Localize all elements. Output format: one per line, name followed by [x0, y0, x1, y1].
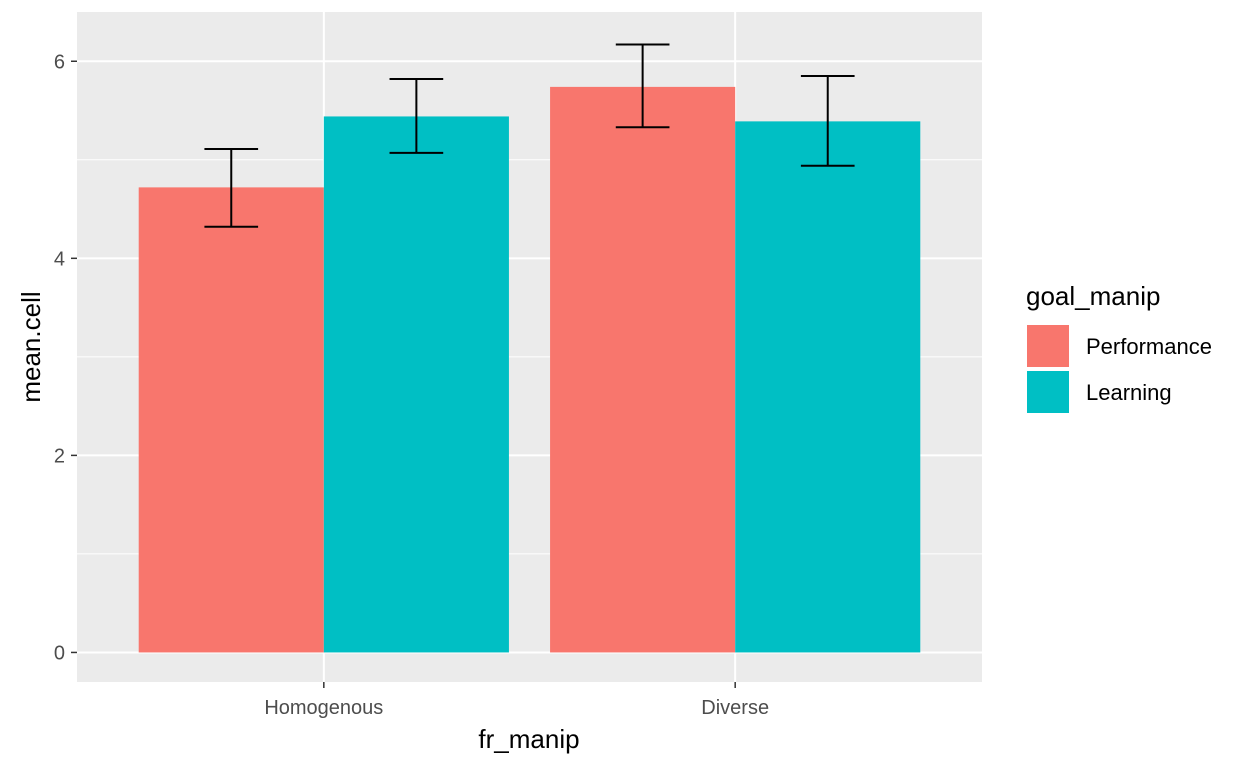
legend-title: goal_manip [1026, 281, 1160, 311]
legend-key [1027, 371, 1069, 413]
x-tick-label: Homogenous [264, 697, 383, 719]
bar [550, 86, 736, 653]
legend-key [1027, 325, 1069, 367]
x-tick-label: Diverse [701, 697, 769, 719]
x-axis: Homogenous Diverse [264, 682, 769, 719]
y-tick-label: 0 [54, 642, 65, 664]
y-tick-label: 2 [54, 445, 65, 467]
bar [138, 187, 324, 653]
legend-label: Performance [1086, 334, 1212, 359]
error-bars [204, 43, 855, 228]
y-axis: 0 2 4 6 [54, 51, 77, 664]
bar [323, 116, 509, 653]
bars [138, 86, 921, 653]
y-axis-title: mean.cell [16, 291, 46, 402]
legend: goal_manip Performance Learning [1026, 281, 1212, 413]
y-tick-label: 4 [54, 248, 65, 270]
bar [735, 121, 921, 653]
legend-label: Learning [1086, 380, 1172, 405]
y-tick-label: 6 [54, 51, 65, 73]
x-axis-title: fr_manip [478, 724, 579, 754]
